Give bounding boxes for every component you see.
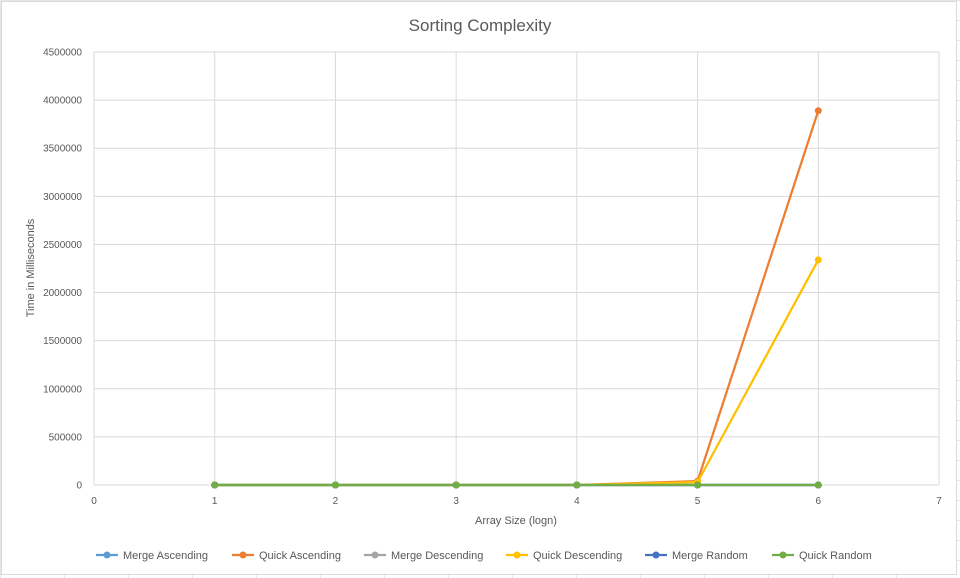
data-point: [814, 107, 822, 115]
x-tick-label: 3: [453, 496, 459, 507]
gridlines: [93, 51, 940, 486]
x-tick-label: 4: [574, 496, 580, 507]
chart-title: Sorting Complexity: [409, 16, 552, 35]
legend-marker: [103, 551, 111, 559]
data-point: [573, 481, 581, 489]
legend-label: Quick Ascending: [259, 550, 341, 562]
data-point: [814, 481, 822, 489]
x-tick-label: 2: [333, 496, 339, 507]
y-tick-label: 1500000: [43, 336, 82, 347]
x-tick-label: 5: [695, 496, 701, 507]
legend-marker: [513, 551, 521, 559]
y-tick-label: 0: [76, 481, 82, 492]
x-tick-label: 1: [212, 496, 218, 507]
y-tick-label: 500000: [49, 432, 83, 443]
legend-label: Merge Ascending: [123, 550, 208, 562]
legend-label: Quick Descending: [533, 550, 622, 562]
y-tick-label: 4500000: [43, 48, 82, 59]
legend-marker: [652, 551, 660, 559]
y-tick-label: 2000000: [43, 288, 82, 299]
series-line-3: [214, 259, 820, 487]
data-point: [211, 481, 219, 489]
legend-marker: [779, 551, 787, 559]
y-tick-label: 3000000: [43, 192, 82, 203]
x-axis-ticks: 0 1 2 3 4 5 6 7: [91, 496, 942, 507]
data-point: [814, 256, 822, 264]
data-point: [331, 481, 339, 489]
x-tick-label: 6: [816, 496, 822, 507]
x-tick-label: 7: [936, 496, 942, 507]
x-tick-label: 0: [91, 496, 97, 507]
x-axis-title: Array Size (logn): [475, 515, 557, 527]
legend-marker: [239, 551, 247, 559]
legend-label: Merge Descending: [391, 550, 483, 562]
y-axis-ticks: 0 500000 1000000 1500000 2000000 2500000 30000…: [43, 48, 82, 492]
legend[interactable]: Merge Ascending Quick Ascending Merge Desc…: [96, 550, 872, 562]
data-point: [452, 481, 460, 489]
y-axis-title: Time in Milliseconds: [25, 218, 37, 317]
data-point: [694, 481, 702, 489]
y-tick-label: 4000000: [43, 96, 82, 107]
legend-label: Quick Random: [799, 550, 872, 562]
legend-marker: [371, 551, 379, 559]
y-tick-label: 1000000: [43, 384, 82, 395]
legend-label: Merge Random: [672, 550, 748, 562]
y-tick-label: 3500000: [43, 144, 82, 155]
data-series: [211, 107, 822, 489]
y-tick-label: 2500000: [43, 240, 82, 251]
